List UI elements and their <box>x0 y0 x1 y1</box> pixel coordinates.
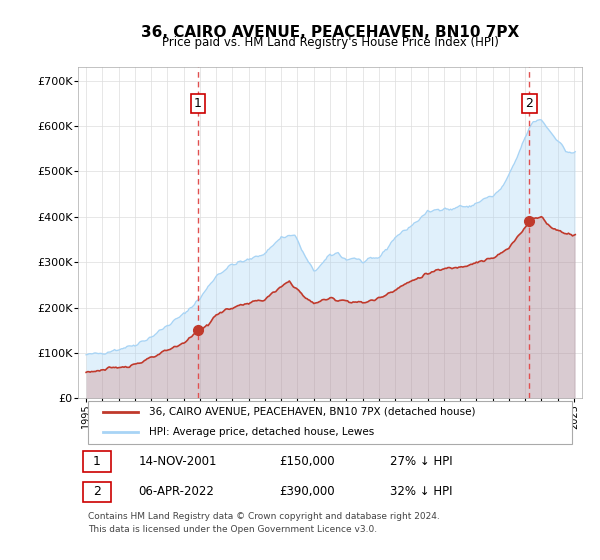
Text: £390,000: £390,000 <box>280 486 335 498</box>
Text: 32% ↓ HPI: 32% ↓ HPI <box>391 486 453 498</box>
Text: 27% ↓ HPI: 27% ↓ HPI <box>391 455 453 468</box>
Text: 2: 2 <box>93 486 101 498</box>
Text: 14-NOV-2001: 14-NOV-2001 <box>139 455 217 468</box>
Text: £150,000: £150,000 <box>280 455 335 468</box>
FancyBboxPatch shape <box>83 482 111 502</box>
FancyBboxPatch shape <box>83 451 111 472</box>
Text: 36, CAIRO AVENUE, PEACEHAVEN, BN10 7PX (detached house): 36, CAIRO AVENUE, PEACEHAVEN, BN10 7PX (… <box>149 407 475 417</box>
Text: 06-APR-2022: 06-APR-2022 <box>139 486 214 498</box>
FancyBboxPatch shape <box>88 400 572 444</box>
Text: 2: 2 <box>526 97 533 110</box>
Text: 1: 1 <box>194 97 202 110</box>
Text: Contains HM Land Registry data © Crown copyright and database right 2024.: Contains HM Land Registry data © Crown c… <box>88 512 440 521</box>
Text: This data is licensed under the Open Government Licence v3.0.: This data is licensed under the Open Gov… <box>88 525 377 534</box>
Text: Price paid vs. HM Land Registry's House Price Index (HPI): Price paid vs. HM Land Registry's House … <box>161 36 499 49</box>
Text: 36, CAIRO AVENUE, PEACEHAVEN, BN10 7PX: 36, CAIRO AVENUE, PEACEHAVEN, BN10 7PX <box>141 25 519 40</box>
Text: HPI: Average price, detached house, Lewes: HPI: Average price, detached house, Lewe… <box>149 427 374 437</box>
Text: 1: 1 <box>93 455 101 468</box>
